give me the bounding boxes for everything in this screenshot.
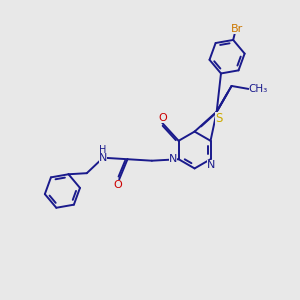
Text: H: H	[99, 145, 106, 155]
Text: S: S	[215, 112, 223, 125]
Text: N: N	[169, 154, 178, 164]
Text: O: O	[158, 112, 167, 123]
Text: CH₃: CH₃	[249, 84, 268, 94]
Text: Br: Br	[231, 24, 243, 34]
Text: O: O	[113, 180, 122, 190]
Text: N: N	[99, 153, 107, 163]
Text: N: N	[207, 160, 216, 170]
